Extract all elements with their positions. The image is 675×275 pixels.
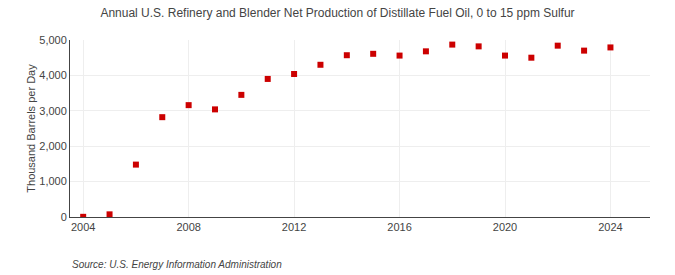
svg-text:5,000: 5,000 (39, 34, 67, 46)
svg-text:Thousand Barrels per Day: Thousand Barrels per Day (25, 64, 37, 193)
svg-text:2024: 2024 (598, 221, 622, 233)
svg-text:1,000: 1,000 (39, 175, 67, 187)
svg-text:0: 0 (61, 211, 67, 223)
svg-text:2008: 2008 (176, 221, 200, 233)
svg-text:2,000: 2,000 (39, 140, 67, 152)
svg-text:2004: 2004 (71, 221, 95, 233)
svg-text:2016: 2016 (387, 221, 411, 233)
svg-text:Source: U.S. Energy Informatio: Source: U.S. Energy Information Administ… (72, 259, 282, 270)
svg-text:3,000: 3,000 (39, 105, 67, 117)
svg-text:2020: 2020 (493, 221, 517, 233)
svg-text:2012: 2012 (282, 221, 306, 233)
svg-text:Annual U.S. Refinery and Blend: Annual U.S. Refinery and Blender Net Pro… (100, 6, 574, 20)
svg-text:4,000: 4,000 (39, 69, 67, 81)
